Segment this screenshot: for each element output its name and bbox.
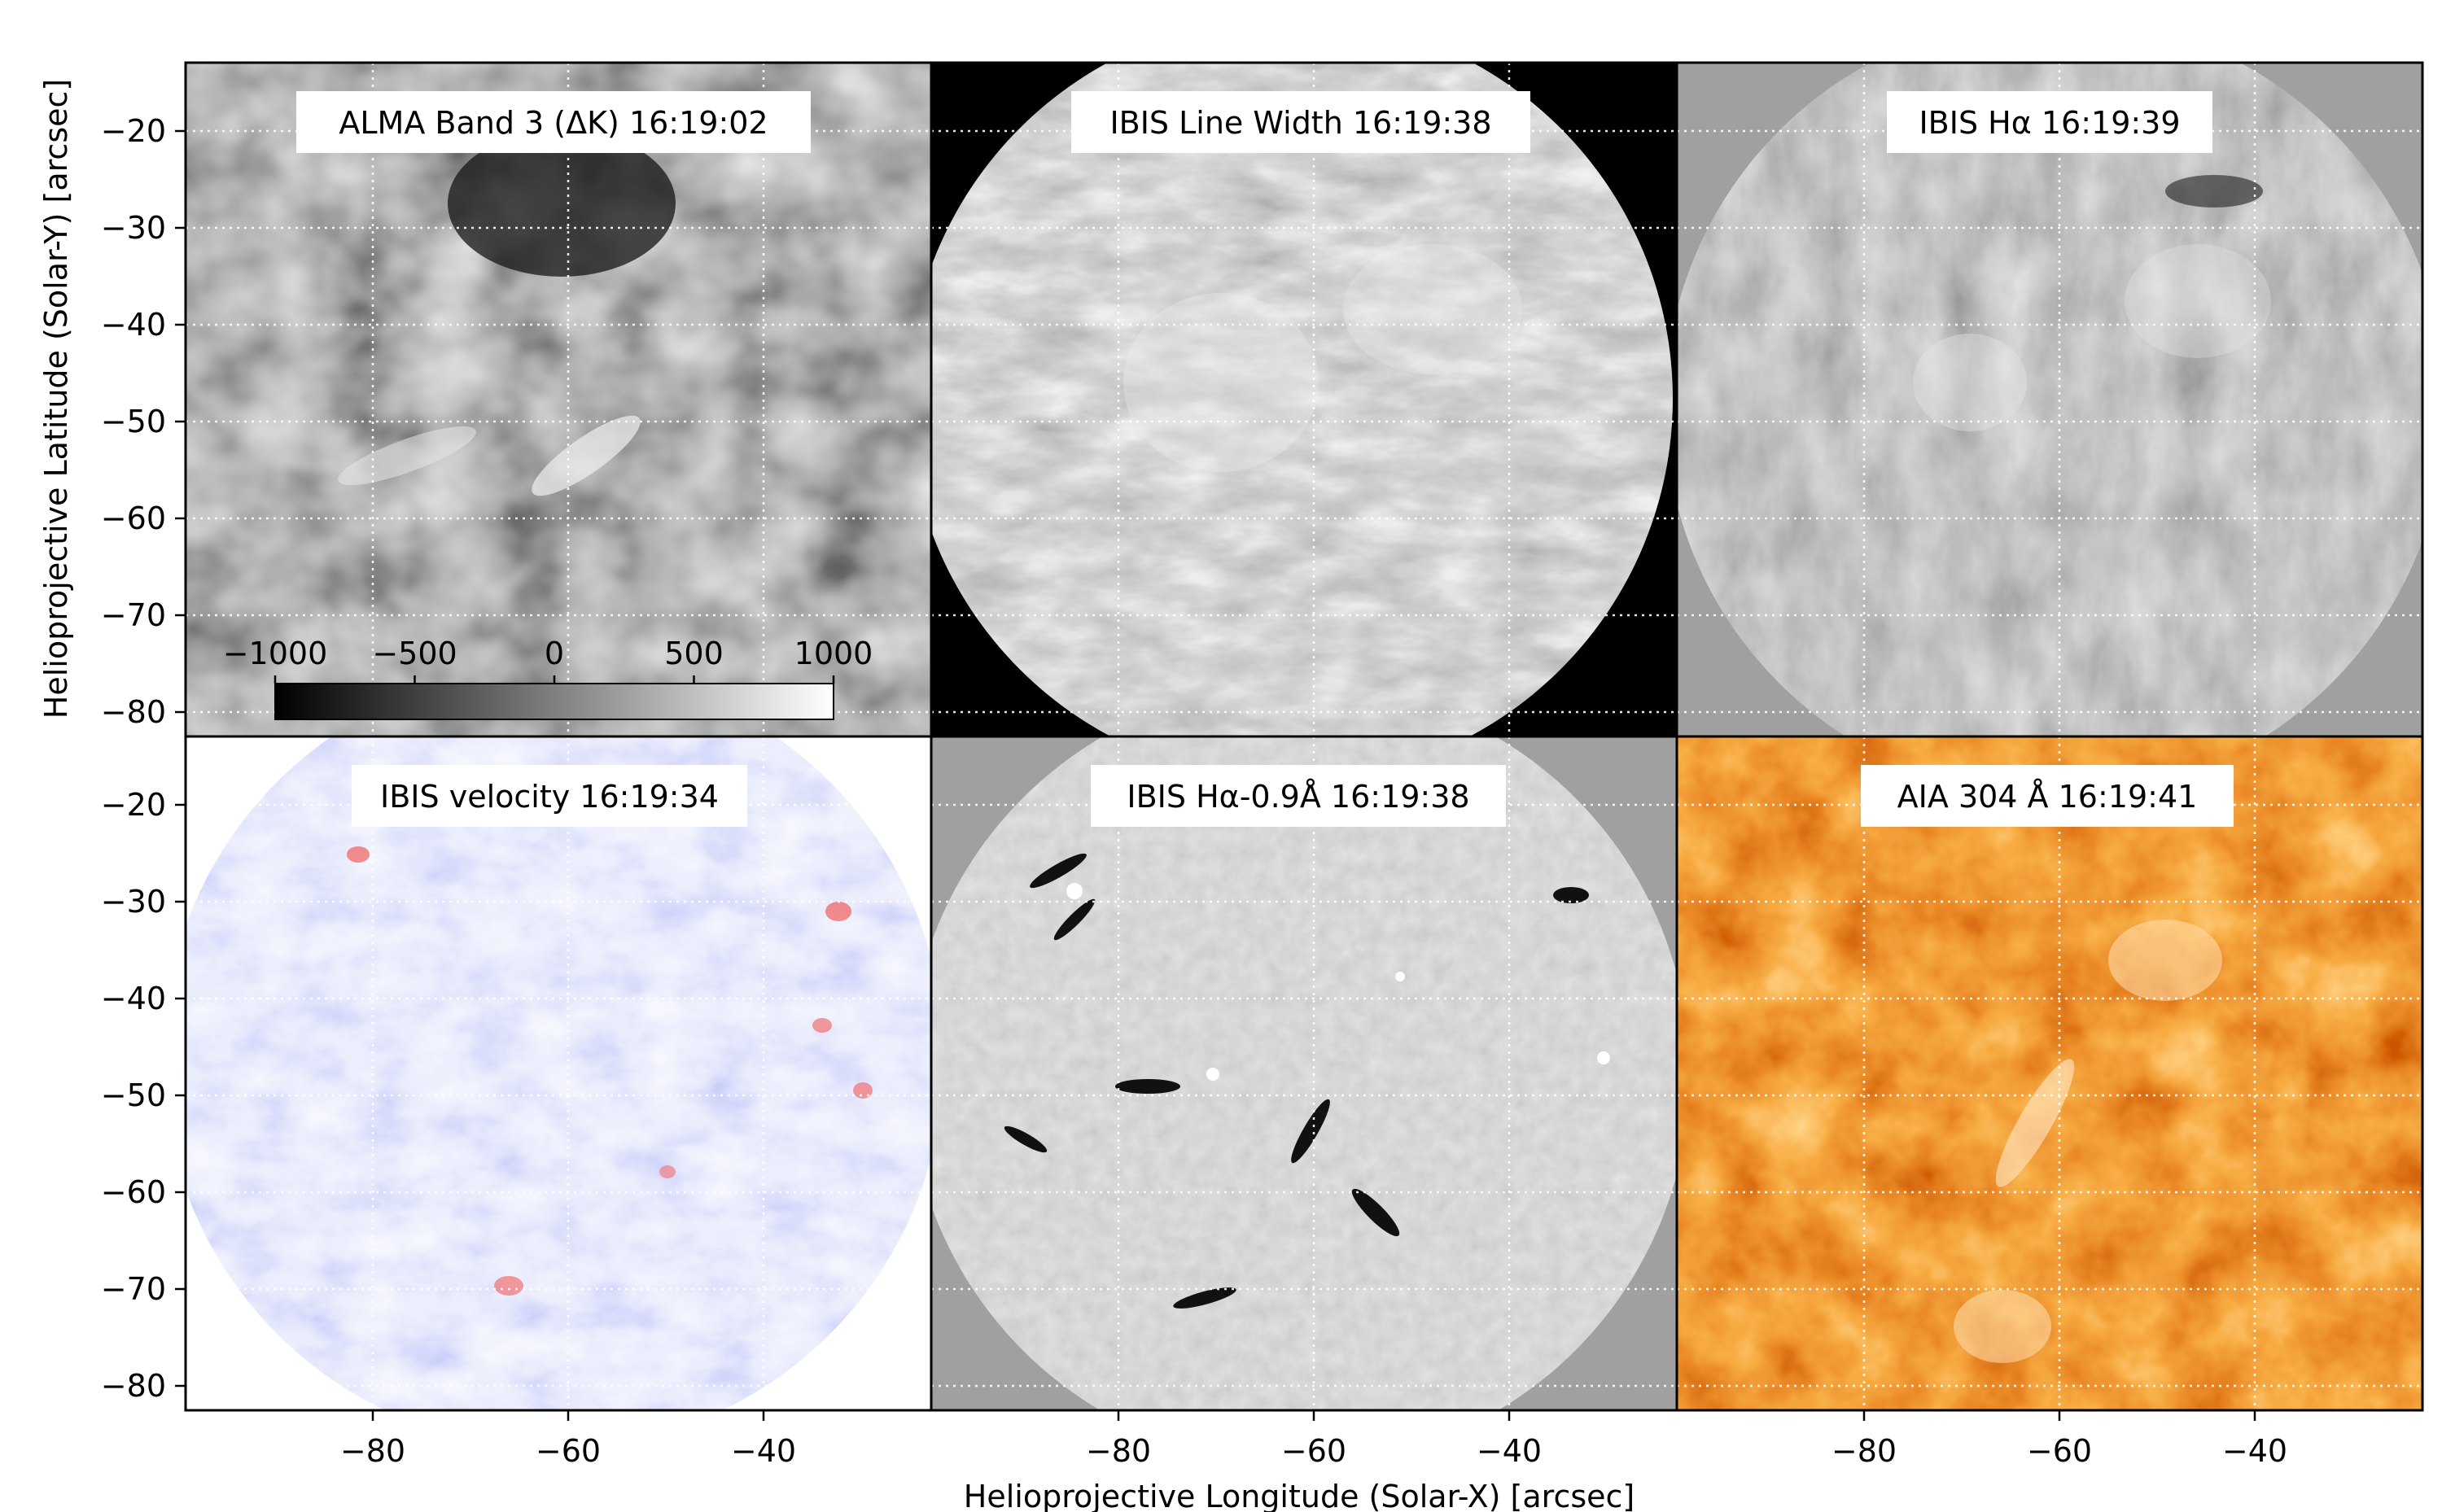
y-axis-label: Helioprojective Latitude (Solar-Y) [arcs…: [38, 79, 74, 719]
panel-ibis-velocity: [186, 736, 931, 1410]
alma-bright-patch: [532, 415, 641, 496]
halpha-dark-fibril: [2165, 175, 2263, 208]
colorbar-tick-label: 500: [664, 636, 724, 671]
colorbar: −1000 −500 0 500 1000: [223, 636, 873, 720]
y-tick-label: −50: [101, 1077, 166, 1113]
aia-bright-loop: [1995, 1059, 2075, 1187]
title-box: [1861, 765, 2234, 827]
panel-title-alma: ALMA Band 3 (ΔK) 16:19:02: [339, 105, 768, 141]
x-tick-label: −80: [1831, 1433, 1897, 1469]
aia-image: [1677, 736, 2422, 1410]
aia-bright-patch: [2108, 920, 2222, 1001]
halpha-bright-region: [2125, 244, 2271, 358]
x-tick-label: −40: [731, 1433, 796, 1469]
y-tick-label: −80: [101, 694, 166, 730]
panel-titles: ALMA Band 3 (ΔK) 16:19:02 IBIS Line Widt…: [296, 91, 2234, 827]
y-tick-label: −30: [101, 884, 166, 920]
y-tick-label: −30: [101, 210, 166, 246]
y-tick-label: −80: [101, 1368, 166, 1404]
title-box: [1071, 91, 1530, 153]
halpha-image: [1677, 63, 2422, 736]
colorbar-tick-label: 1000: [794, 636, 873, 671]
title-box: [1887, 91, 2212, 153]
colorbar-tick-label: 0: [545, 636, 564, 671]
panel-title-ibis-halpha: IBIS Hα 16:19:39: [1919, 105, 2180, 141]
title-box: [296, 91, 811, 153]
alma-bright-patch: [338, 426, 476, 486]
alma-dark-patch: [448, 130, 676, 277]
y-tick-label: −70: [101, 1271, 166, 1307]
panel-title-ibis-halpha-wing: IBIS Hα-0.9Å 16:19:38: [1127, 779, 1469, 815]
panel-title-aia-304: AIA 304 Å 16:19:41: [1897, 779, 2198, 815]
y-tick-label: −20: [101, 787, 166, 823]
panel-frames: [184, 61, 2424, 1412]
x-tick-label: −80: [1086, 1433, 1151, 1469]
x-tick-label: −80: [340, 1433, 405, 1469]
wing-bright-points: [1066, 883, 1610, 1081]
x-tick-label: −60: [2027, 1433, 2092, 1469]
colorbar-tick-label: −500: [372, 636, 457, 671]
velocity-image: [186, 736, 931, 1410]
colorbar-gradient: [274, 683, 834, 720]
x-tick-label: −60: [1281, 1433, 1346, 1469]
x-axis-label: Helioprojective Longitude (Solar-X) [arc…: [964, 1479, 1635, 1512]
y-tick-label: −60: [101, 1174, 166, 1210]
panel-aia-304: [1677, 736, 2422, 1410]
y-tick-label: −70: [101, 597, 166, 633]
title-box: [352, 765, 747, 827]
velocity-redshift-spots: [347, 846, 873, 1296]
halpha-rosette: [1913, 334, 2027, 431]
panel-ibis-halpha: [1677, 63, 2422, 736]
x-tick-label: −60: [536, 1433, 601, 1469]
linewidth-image: [931, 63, 1673, 736]
linewidth-bright-region: [1343, 244, 1522, 374]
x-tick-label: −40: [2222, 1433, 2287, 1469]
y-tick-label: −50: [101, 404, 166, 439]
axes: −80 −60 −40 −80 −60 −40 −80 −60 −40 −20 −30 −40 −50 −…: [101, 113, 2287, 1469]
aia-bright-patch: [1954, 1290, 2051, 1363]
y-tick-label: −40: [101, 307, 166, 343]
panel-ibis-linewidth: [931, 63, 1677, 736]
panel-alma: [186, 63, 931, 736]
panel-ibis-halpha-wing: [931, 736, 1677, 1410]
panel-frame: [1675, 735, 2424, 1412]
y-tick-label: −40: [101, 981, 166, 1016]
y-tick-label: −60: [101, 500, 166, 536]
linewidth-bright-region: [1123, 293, 1319, 472]
wing-dark-jets: [1004, 853, 1589, 1309]
panel-title-ibis-linewidth: IBIS Line Width 16:19:38: [1109, 105, 1491, 141]
panel-title-ibis-velocity: IBIS velocity 16:19:34: [380, 779, 719, 815]
grid-lines: [186, 63, 2422, 1410]
title-box: [1091, 765, 1506, 827]
x-tick-label: −40: [1477, 1433, 1542, 1469]
wing-image: [931, 736, 1677, 1410]
y-tick-label: −20: [101, 113, 166, 149]
colorbar-tick-label: −1000: [223, 636, 328, 671]
colorbar-ticks: −1000 −500 0 500 1000: [223, 636, 873, 684]
